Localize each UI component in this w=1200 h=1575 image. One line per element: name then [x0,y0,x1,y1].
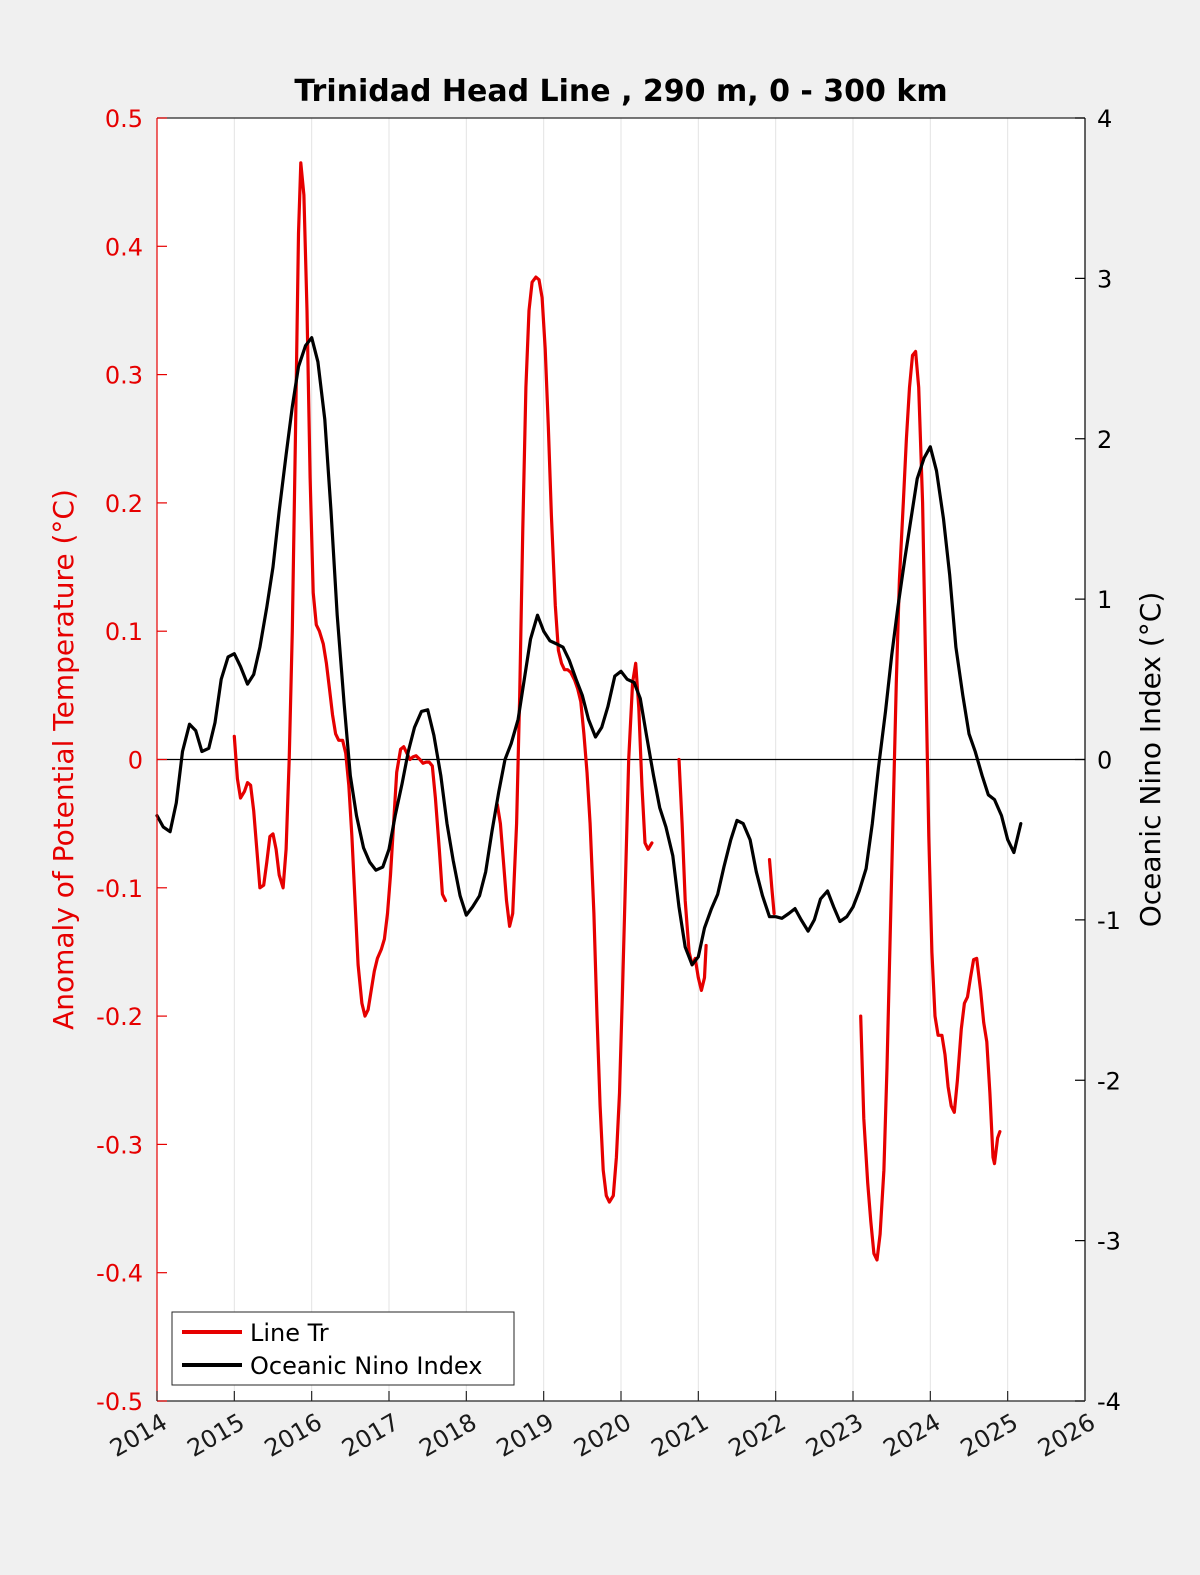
y-left-tick-label-6: 0.1 [105,618,143,646]
y-right-axis-label: Oceanic Nino Index (°C) [1134,592,1167,928]
x-tick-label-5: 2019 [492,1408,559,1463]
y-left-tick-label-4: -0.1 [96,875,143,903]
x-tick-label-11: 2025 [956,1408,1023,1463]
series-0-segment-4 [859,349,1002,1262]
y-right-tick-label-2: -2 [1097,1067,1121,1095]
y-left-tick-label-5: 0 [128,747,143,775]
y-left-tick-label-7: 0.2 [105,490,143,518]
x-tick-label-0: 2014 [105,1408,172,1463]
x-tick-label-4: 2018 [414,1408,481,1463]
x-tick-label-3: 2017 [337,1408,404,1463]
series-1-segment-0 [155,336,1023,967]
y-right-tick-label-8: 4 [1097,105,1112,133]
y-left-axis-label: Anomaly of Potential Temperature (°C) [47,489,80,1030]
y-left-tick-label-0: -0.5 [96,1388,143,1416]
legend-box [171,1311,515,1386]
y-left-tick-label-9: 0.4 [105,233,143,261]
series-layer [155,161,1023,1262]
y-right-tick-label-3: -1 [1097,907,1121,935]
y-left-tick-label-3: -0.2 [96,1003,143,1031]
y-left-tick-label-8: 0.3 [105,362,143,390]
series-0-segment-1 [495,275,654,1204]
y-right-tick-label-6: 2 [1097,426,1112,454]
y-left-tick-label-2: -0.3 [96,1131,143,1159]
x-tick-label-6: 2020 [569,1408,636,1463]
y-left-tick-label-10: 0.5 [105,105,143,133]
x-tick-label-8: 2022 [724,1408,791,1463]
y-right-tick-label-7: 3 [1097,265,1112,293]
x-tick-label-12: 2026 [1033,1408,1100,1463]
series-0-segment-0 [232,161,448,1018]
x-tick-label-10: 2024 [878,1408,945,1463]
y-right-tick-label-1: -3 [1097,1228,1121,1256]
y-right-tick-label-5: 1 [1097,586,1112,614]
legend: Line Tr Oceanic Nino Index [171,1311,515,1386]
y-left-tick-label-1: -0.4 [96,1260,143,1288]
series-0-segment-3 [767,858,776,916]
y-right-tick-label-4: 0 [1097,747,1112,775]
x-tick-label-2: 2016 [260,1408,327,1463]
y-right-tick-label-0: -4 [1097,1388,1121,1416]
x-tick-label-1: 2015 [182,1408,249,1463]
x-tick-label-9: 2023 [801,1408,868,1463]
x-tick-label-7: 2021 [646,1408,713,1463]
legend-label-line-tr: Line Tr [250,1319,329,1347]
legend-label-oni: Oceanic Nino Index [250,1352,482,1380]
chart-title: Trinidad Head Line , 290 m, 0 - 300 km [294,74,947,109]
